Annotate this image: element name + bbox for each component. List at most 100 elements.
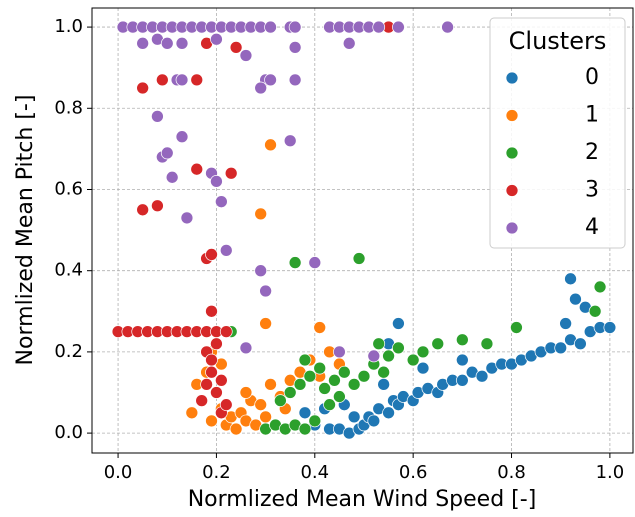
point <box>480 337 494 351</box>
legend-marker <box>505 146 519 160</box>
point <box>185 406 199 420</box>
legend-box <box>489 17 626 249</box>
point <box>288 41 302 54</box>
point <box>328 373 341 387</box>
point <box>367 414 381 428</box>
point <box>298 353 312 367</box>
point <box>313 361 327 375</box>
x-tick-label: 1.0 <box>596 462 625 483</box>
x-tick-label: 0.4 <box>300 462 329 483</box>
point <box>392 20 405 34</box>
point <box>210 386 223 399</box>
legend: Clusters 0 1 2 3 4 <box>489 17 626 249</box>
y-tick-label: 0.0 <box>54 422 83 443</box>
point <box>219 398 233 412</box>
point <box>298 422 312 436</box>
legend-label: 1 <box>585 103 599 128</box>
point <box>259 317 272 330</box>
point <box>372 20 386 34</box>
point <box>210 32 223 46</box>
point <box>136 36 150 50</box>
x-tick-label: 0.2 <box>202 462 231 483</box>
point <box>264 378 277 391</box>
point <box>180 211 194 225</box>
point <box>406 353 420 367</box>
ticks: 0.0 0.2 0.4 0.6 0.8 1.0 0.0 0.2 0.4 0.6 0.8 1.0 <box>54 16 624 483</box>
point <box>219 244 233 257</box>
point <box>554 341 568 355</box>
point <box>136 81 150 95</box>
point <box>205 248 218 261</box>
x-tick-label: 0.6 <box>399 462 428 483</box>
point <box>455 373 469 387</box>
y-axis-label: Normlized Mean Pitch [-] <box>13 95 38 366</box>
point <box>298 406 312 420</box>
point <box>441 20 454 34</box>
point <box>151 110 164 123</box>
point <box>352 252 366 265</box>
point <box>372 337 386 351</box>
point <box>229 41 243 54</box>
point <box>333 345 346 359</box>
point <box>210 175 223 188</box>
point <box>151 199 164 213</box>
point <box>382 349 395 363</box>
point <box>239 49 253 62</box>
y-tick-label: 1.0 <box>54 16 83 37</box>
y-tick-label: 0.6 <box>54 178 83 199</box>
point <box>155 73 169 87</box>
x-axis-label: Normlized Mean Wind Speed [-] <box>188 487 537 512</box>
point <box>347 378 361 391</box>
point <box>175 130 189 144</box>
point <box>219 325 233 338</box>
legend-label: 3 <box>585 178 599 203</box>
point <box>214 373 228 387</box>
point <box>377 365 390 379</box>
point <box>392 317 405 330</box>
legend-marker <box>505 221 519 235</box>
point <box>377 378 390 391</box>
point <box>254 264 268 278</box>
y-tick-label: 0.2 <box>54 341 83 362</box>
point <box>564 272 577 286</box>
point <box>318 382 331 395</box>
x-tick-label: 0.8 <box>497 462 526 483</box>
point <box>254 398 268 412</box>
legend-marker <box>505 71 519 85</box>
point <box>603 321 617 334</box>
legend-marker <box>505 184 519 197</box>
point <box>475 369 489 383</box>
point <box>382 406 395 420</box>
point <box>431 337 445 351</box>
point <box>264 20 277 34</box>
point <box>510 321 523 334</box>
y-tick-label: 0.4 <box>54 260 83 281</box>
point <box>195 394 209 407</box>
legend-label: 2 <box>585 140 599 165</box>
point <box>333 390 346 403</box>
point <box>593 280 607 294</box>
point <box>254 81 268 95</box>
point <box>455 353 469 367</box>
point <box>190 162 204 176</box>
point <box>559 317 572 330</box>
point <box>283 386 297 399</box>
point <box>308 256 322 269</box>
point <box>347 410 361 424</box>
point <box>160 146 174 160</box>
plot-frame <box>91 7 634 454</box>
point <box>288 256 302 269</box>
point <box>205 304 218 318</box>
point <box>293 378 307 391</box>
point <box>239 386 253 399</box>
point <box>357 369 371 383</box>
point <box>416 361 430 375</box>
point <box>288 73 302 87</box>
point <box>254 207 268 221</box>
point <box>308 414 322 428</box>
point <box>313 321 327 334</box>
point <box>574 337 587 351</box>
point <box>367 349 381 363</box>
point <box>259 284 272 298</box>
